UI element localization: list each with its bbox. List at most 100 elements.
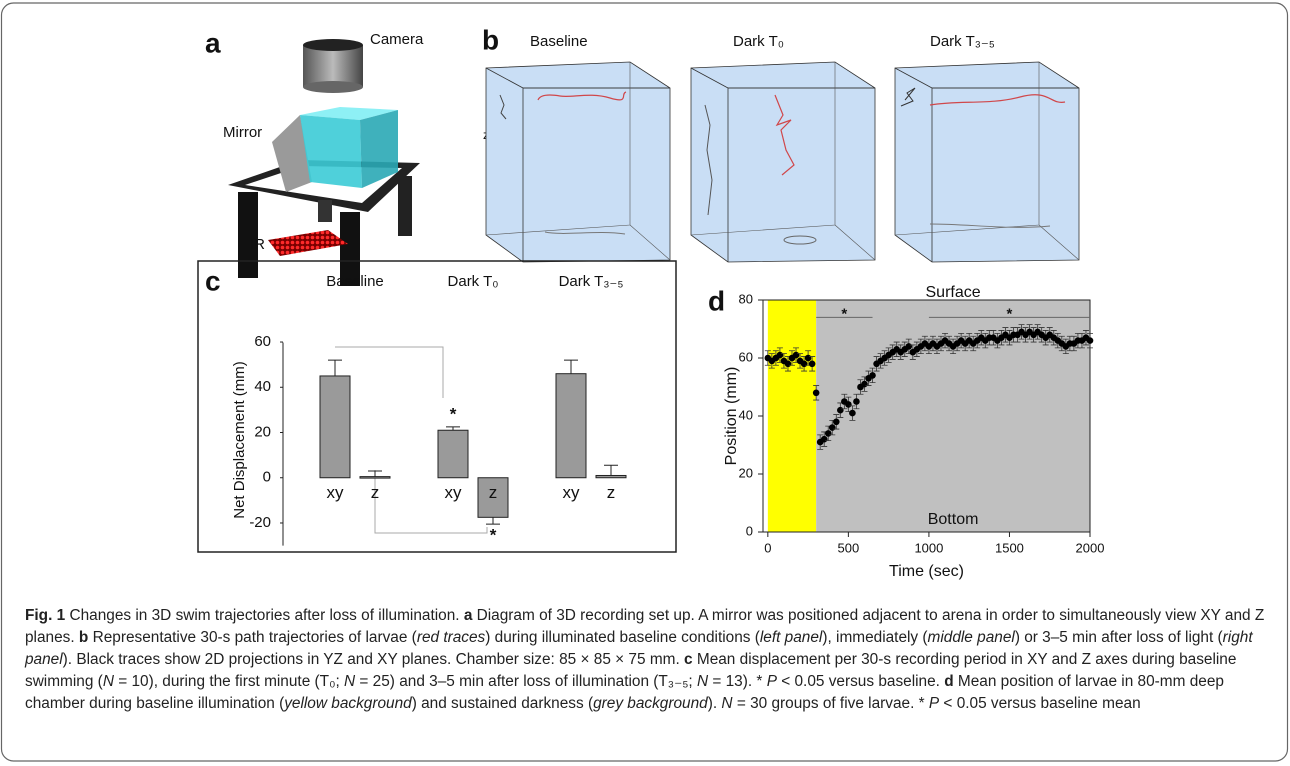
caption-text: ). Black traces show 2D projections in Y… — [63, 651, 684, 668]
camera — [303, 45, 363, 87]
significance: * — [1007, 305, 1013, 322]
point — [825, 430, 832, 437]
caption-text: < 0.05 versus baseline. — [777, 673, 944, 690]
top-label: Surface — [926, 284, 981, 301]
y-tick-label: 60 — [739, 349, 753, 364]
caption-text: Fig. 1 — [25, 607, 65, 624]
bar — [360, 477, 390, 479]
camera-label: Camera — [370, 31, 424, 48]
point — [833, 419, 840, 426]
y-tick-label: 20 — [254, 423, 271, 440]
figure: a Camera Mirror IR b Baseline Dark T₀ Da… — [0, 0, 1290, 766]
panel-title: Baseline — [530, 33, 588, 50]
series-label: xy — [327, 483, 345, 502]
error-bar — [564, 360, 578, 374]
series-label: z — [607, 483, 616, 502]
panel-label: b — [482, 24, 499, 55]
y-tick-label: 60 — [254, 333, 271, 350]
caption-text: P — [767, 673, 777, 690]
panel-b: b Baseline Dark T₀ Dark T₃₋₅ z y x — [482, 24, 1079, 262]
error-bar — [446, 427, 460, 430]
y-tick-label: 40 — [254, 378, 271, 395]
point — [853, 398, 860, 405]
y-tick-label: 0 — [746, 523, 753, 538]
series-label: xy — [445, 483, 463, 502]
caption-text: ) or 3–5 min after loss of light ( — [1015, 629, 1223, 646]
point — [869, 372, 876, 379]
point — [1087, 337, 1094, 344]
bar — [596, 475, 626, 477]
bottom-label: Bottom — [928, 511, 979, 528]
table-leg — [398, 176, 412, 236]
panel-title: Dark T₀ — [733, 33, 784, 50]
bar — [320, 376, 350, 478]
caption-text: Representative 30-s path trajectories of… — [88, 629, 417, 646]
point — [793, 352, 800, 359]
point — [777, 352, 784, 359]
point — [801, 361, 808, 368]
arena-front — [300, 115, 362, 188]
caption-text: N — [103, 673, 114, 690]
panel-label: d — [708, 285, 725, 316]
caption-text: N — [721, 695, 732, 712]
caption-text: ), immediately ( — [822, 629, 927, 646]
caption-text: ) and sustained darkness ( — [412, 695, 593, 712]
significance: * — [450, 404, 457, 423]
caption-text: = 10), during the first minute (T₀; — [114, 673, 344, 690]
y-tick-label: 40 — [739, 407, 753, 422]
bracket — [375, 470, 487, 533]
x-tick-label: 1000 — [914, 540, 943, 555]
panel-c-frame — [198, 261, 676, 552]
x-tick-label: 2000 — [1076, 540, 1105, 555]
caption-text: Changes in 3D swim trajectories after lo… — [65, 607, 464, 624]
caption-text: = 30 groups of five larvae. * — [733, 695, 929, 712]
caption-text: < 0.05 versus baseline mean — [939, 695, 1140, 712]
category-label: Dark T₃₋₅ — [559, 273, 624, 290]
caption-text: b — [79, 629, 88, 646]
y-tick-label: 20 — [739, 465, 753, 480]
error-bar — [368, 471, 382, 477]
category-label: Dark T₀ — [448, 273, 499, 290]
shaded-region — [768, 300, 816, 532]
caption-text: yellow background — [284, 695, 411, 712]
significance: * — [841, 305, 847, 322]
mirror-label: Mirror — [223, 124, 262, 141]
caption-text: N — [344, 673, 355, 690]
caption-text: = 13). * — [708, 673, 767, 690]
x-tick-label: 1500 — [995, 540, 1024, 555]
series-label: z — [489, 483, 498, 502]
point — [849, 410, 856, 417]
point — [845, 401, 852, 408]
caption-text: c — [684, 651, 693, 668]
panel-label: a — [205, 27, 221, 58]
category-label: Baseline — [326, 273, 384, 290]
point — [905, 343, 912, 350]
ir-array — [268, 230, 348, 256]
point — [785, 361, 792, 368]
y-axis-label: Net Displacement (mm) — [231, 361, 248, 519]
y-tick-label: 0 — [263, 469, 271, 486]
y-tick-label: 80 — [739, 291, 753, 306]
camera-bottom — [303, 81, 363, 93]
caption-text: red traces — [417, 629, 485, 646]
series-label: z — [371, 483, 380, 502]
series-label: xy — [563, 483, 581, 502]
bracket — [335, 347, 443, 398]
panel-title: Dark T₃₋₅ — [930, 33, 995, 50]
error-bar — [328, 360, 342, 376]
point — [813, 390, 820, 397]
panel-label: c — [205, 265, 221, 296]
x-tick-label: 500 — [838, 540, 860, 555]
caption-text: d — [944, 673, 953, 690]
caption-text: N — [697, 673, 708, 690]
caption-text: P — [929, 695, 939, 712]
caption-text: grey background — [593, 695, 708, 712]
camera-top — [303, 39, 363, 51]
y-tick-label: -20 — [249, 514, 271, 531]
caption-text: middle panel — [928, 629, 1015, 646]
caption-text: = 25) and 3–5 min after loss of illumina… — [355, 673, 697, 690]
x-tick-label: 0 — [764, 540, 771, 555]
point — [837, 407, 844, 414]
table-leg — [318, 200, 332, 222]
significance: * — [490, 526, 497, 545]
